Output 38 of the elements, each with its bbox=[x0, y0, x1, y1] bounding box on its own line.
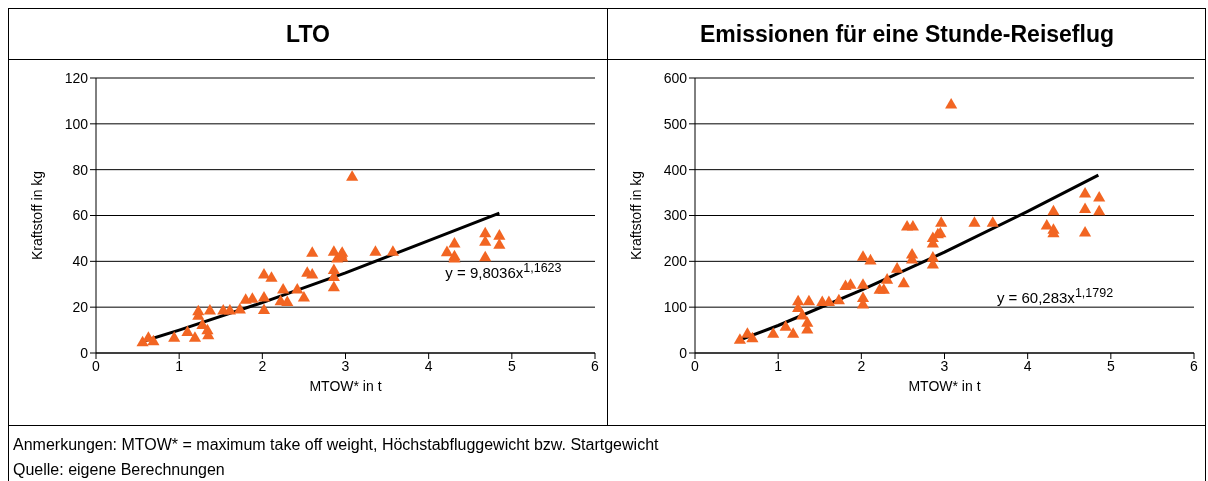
y-tick-label: 600 bbox=[663, 69, 688, 86]
x-tick-label: 3 bbox=[341, 357, 350, 374]
x-tick-label: 6 bbox=[591, 357, 600, 374]
text: Anmerkungen: MTOW* = maximum take off weight, Höchstabfluggewicht bzw. Startgewicht bbox=[13, 435, 660, 455]
y-tick-label: 100 bbox=[663, 299, 688, 316]
y-tick-label: 300 bbox=[663, 207, 688, 224]
y-tick-label: 40 bbox=[72, 253, 89, 270]
y-tick-label: 80 bbox=[72, 161, 89, 178]
y-tick-label: 400 bbox=[663, 161, 688, 178]
x-tick-label: 4 bbox=[1023, 357, 1032, 374]
x-tick-label: 0 bbox=[92, 357, 101, 374]
y-tick-label: 0 bbox=[80, 344, 89, 361]
source-note: Quelle: eigene Berechnungen bbox=[13, 460, 226, 480]
chart-title: Emissionen für eine Stunde-Reiseflug bbox=[608, 9, 1206, 60]
chart-title: LTO bbox=[9, 9, 607, 60]
x-tick-label: 2 bbox=[857, 357, 866, 374]
x-tick-label: 3 bbox=[940, 357, 949, 374]
y-axis-title: Kraftstoff in kg bbox=[28, 170, 45, 261]
annotation: y = 60,283x$^{1,1792}$ bbox=[996, 284, 1114, 308]
x-axis-title: MTOW* in t bbox=[309, 378, 382, 394]
x-tick-label: 4 bbox=[424, 357, 433, 374]
x-tick-label: 1 bbox=[774, 357, 783, 374]
y-tick-label: 200 bbox=[663, 253, 688, 270]
y-axis-title: Kraftstoff in kg bbox=[627, 170, 644, 261]
y-tick-label: 20 bbox=[72, 299, 89, 316]
x-tick-label: 0 bbox=[691, 357, 700, 374]
y-tick-label: 500 bbox=[663, 115, 688, 132]
x-tick-label: 5 bbox=[507, 357, 516, 374]
y-tick-label: 120 bbox=[64, 69, 89, 86]
annotation: y = 9,8036x$^{1,1623}$ bbox=[445, 259, 562, 283]
x-axis-title: MTOW* in t bbox=[908, 378, 981, 394]
x-tick-label: 5 bbox=[1106, 357, 1115, 374]
x-tick-label: 1 bbox=[175, 357, 184, 374]
x-tick-label: 2 bbox=[258, 357, 267, 374]
y-tick-label: 100 bbox=[64, 115, 89, 132]
y-tick-label: 60 bbox=[72, 207, 89, 224]
x-tick-label: 6 bbox=[1190, 357, 1199, 374]
y-tick-label: 0 bbox=[679, 344, 688, 361]
